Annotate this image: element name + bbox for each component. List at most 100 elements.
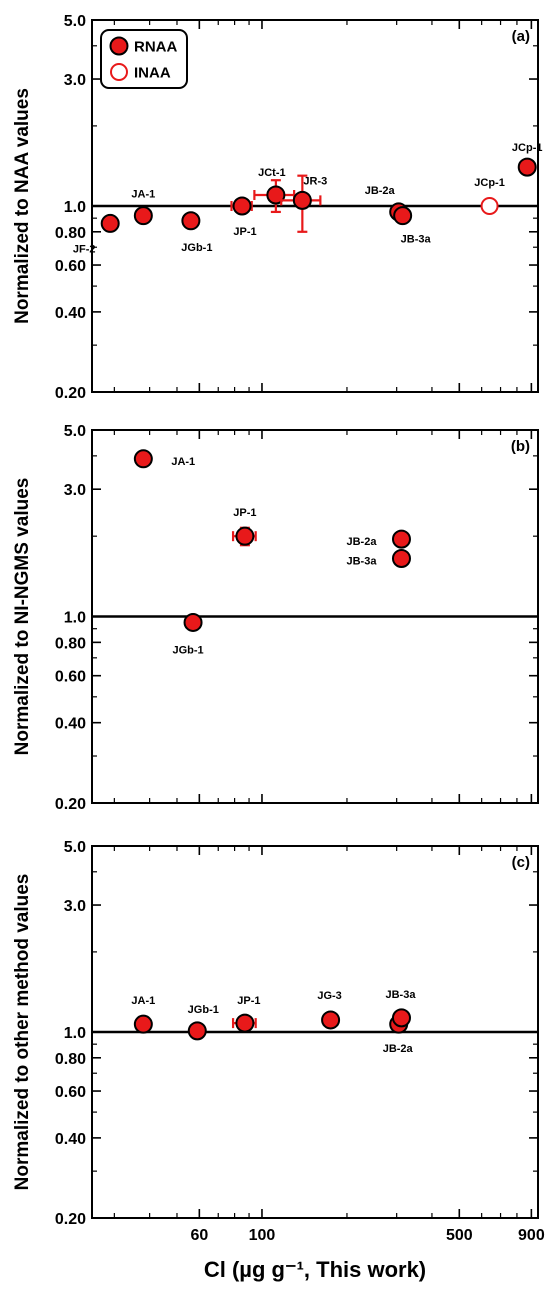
y-axis-title: Normalized to other method values [12,874,33,1191]
panel-tag: (b) [511,438,530,455]
data-point: JR-3 [280,174,327,233]
marker-rnaa [391,548,411,568]
marker-rnaa [133,449,153,469]
y-tick-label: 3.0 [64,482,86,499]
y-tick-label: 0.80 [55,635,86,652]
legend-label: RNAA [134,39,177,56]
y-tick-label: 0.40 [55,716,86,733]
legend-marker-inaa [110,63,128,81]
y-tick-label: 0.60 [55,258,86,275]
marker-rnaa [393,206,413,226]
y-tick-label: 1.0 [64,199,86,216]
point-label: JB-3a [401,234,432,246]
y-tick-label: 5.0 [64,13,86,30]
marker-rnaa [232,196,252,216]
point-label: JB-2a [383,1043,414,1055]
data-point: JCt-1 [253,167,296,214]
point-label: JB-3a [385,989,416,1001]
data-point: JF-2 [73,213,120,255]
data-point: JA-1 [131,995,155,1034]
legend: RNAA INAA [100,29,188,89]
marker-rnaa [133,1014,153,1034]
point-label: JCp-1 [474,177,505,189]
marker-rnaa [187,1021,207,1041]
y-tick-label: 0.60 [55,669,86,686]
x-tick-label: 100 [249,1227,276,1244]
point-label: JCt-1 [258,167,286,179]
y-tick-label: 0.40 [55,1131,86,1148]
data-point: JGb-1 [187,1004,219,1041]
point-label: JF-2 [73,243,96,255]
marker-rnaa [133,206,153,226]
point-label: JP-1 [233,507,256,519]
point-label: JP-1 [233,226,256,238]
point-label: JA-1 [171,456,195,468]
panel-tag: (c) [512,854,530,871]
y-tick-label: 3.0 [64,898,86,915]
y-tick-label: 1.0 [64,1025,86,1042]
y-tick-label: 0.20 [55,385,86,402]
data-point: JP-1 [231,995,261,1033]
panel-2: 5.0 3.0 1.0 0.80 0.60 0.40 0.20 (b) Normalized t… [12,423,539,813]
y-tick-label: 0.20 [55,796,86,813]
x-tick-label: 500 [446,1227,473,1244]
panel-tag: (a) [512,28,530,45]
y-tick-label: 0.80 [55,225,86,242]
y-axis-title: Normalized to NI-NGMS values [12,478,33,756]
point-label: JGb-1 [172,644,203,656]
point-label: JR-3 [303,175,327,187]
x-tick-label: 60 [190,1227,208,1244]
y-tick-label: 0.80 [55,1051,86,1068]
data-point: JCp-1 [474,177,505,215]
marker-rnaa [517,157,537,177]
data-point: JA-1 [131,189,155,226]
x-tick-label: 900 [518,1227,545,1244]
y-tick-label: 0.60 [55,1084,86,1101]
marker-rnaa [391,529,411,549]
marker-rnaa [235,526,255,546]
data-point: JA-1 [133,449,195,469]
panel-3: 5.0 3.0 1.0 0.80 0.60 0.40 0.20 (c) Normalized t… [12,839,539,1228]
point-label: JA-1 [131,189,155,201]
data-point: JP-1 [230,196,257,238]
data-point: JP-1 [231,507,257,547]
marker-rnaa [235,1013,255,1033]
marker-rnaa [181,211,201,231]
y-tick-label: 3.0 [64,72,86,89]
y-tick-label: 0.40 [55,305,86,322]
y-tick-label: 5.0 [64,423,86,440]
marker-rnaa [183,612,203,632]
data-point: JB-2a [346,529,411,549]
y-tick-label: 1.0 [64,610,86,627]
marker-rnaa [100,213,120,233]
panel-1: 5.0 3.0 1.0 0.80 0.60 0.40 0.20 (a) Normalized t… [12,13,542,402]
y-axis-title: Normalized to NAA values [12,88,33,324]
point-label: JCp-1 [512,142,543,154]
legend-marker-rnaa [109,36,129,56]
legend-label: INAA [134,65,171,82]
x-axis-title: Cl (µg g⁻¹, This work) [204,1257,426,1282]
y-tick-label: 5.0 [64,839,86,856]
point-label: JB-2a [346,536,377,548]
point-label: JGb-1 [181,242,212,254]
point-label: JB-3a [346,555,377,567]
marker-rnaa [391,1008,411,1028]
marker-rnaa [266,185,286,205]
point-label: JGb-1 [188,1004,219,1016]
data-point: JCp-1 [512,142,543,177]
marker-rnaa [321,1010,341,1030]
point-label: JB-2a [365,185,396,197]
data-point: JB-3a [346,548,411,568]
data-point: JGb-1 [181,211,212,254]
point-label: JG-3 [317,990,341,1002]
marker-rnaa [292,190,312,210]
marker-inaa [480,197,499,215]
data-point: JGb-1 [172,612,204,656]
data-point: JB-3a [393,206,432,246]
y-tick-label: 0.20 [55,1211,86,1228]
data-point: JG-3 [317,990,342,1030]
point-label: JA-1 [131,995,155,1007]
point-label: JP-1 [237,995,260,1007]
data-point: JB-3a [385,989,416,1028]
